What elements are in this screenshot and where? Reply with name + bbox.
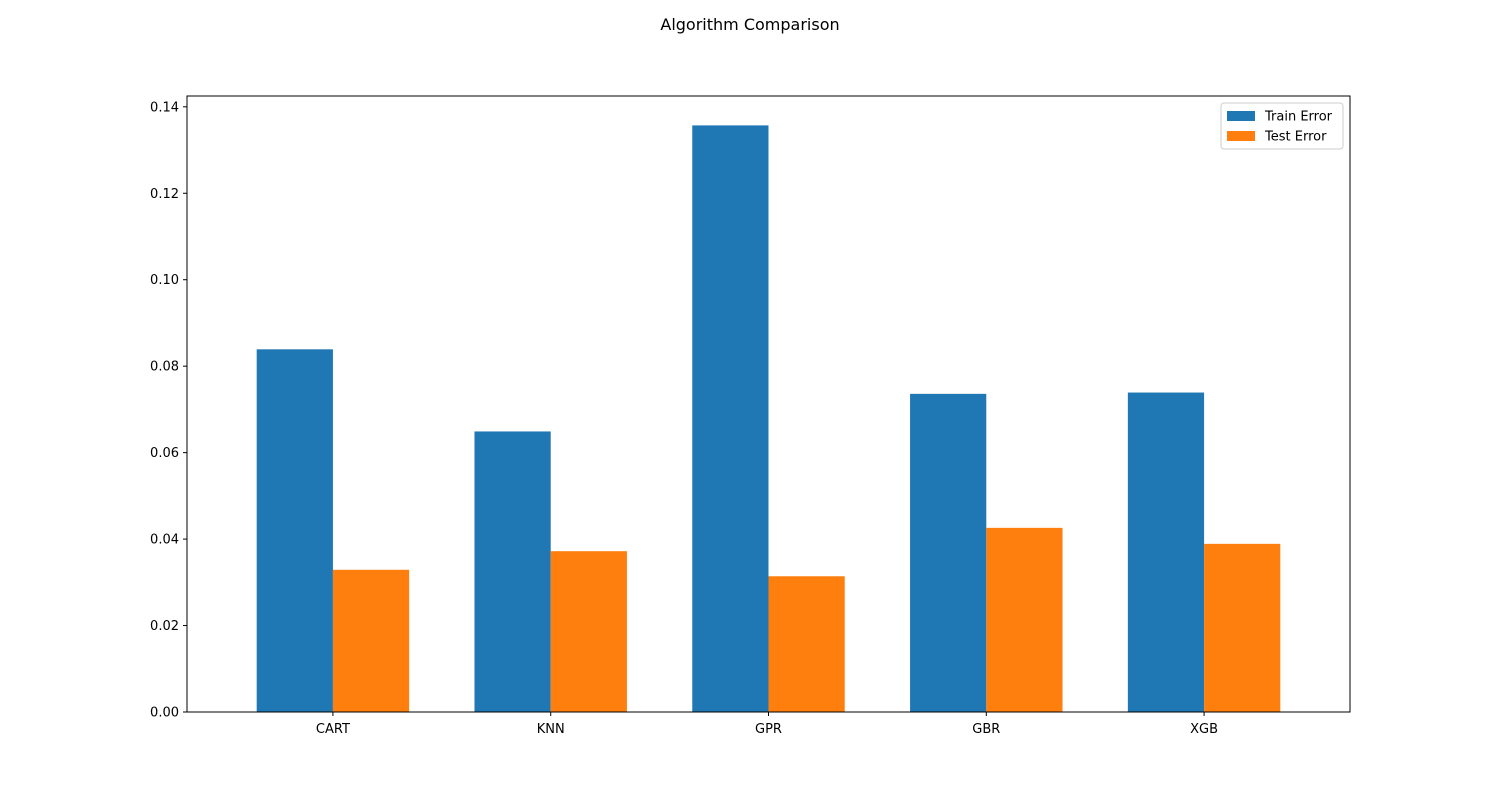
x-tick-label: GPR: [755, 722, 782, 737]
legend-swatch: [1227, 131, 1255, 141]
x-tick-label: GBR: [972, 722, 1000, 737]
x-tick-label: KNN: [537, 722, 565, 737]
bar-test-error-gpr: [768, 576, 845, 712]
y-tick-label: 0.12: [150, 187, 179, 202]
y-tick-label: 0.06: [150, 446, 179, 461]
bar-test-error-knn: [550, 551, 627, 712]
legend-swatch: [1227, 111, 1255, 121]
x-tick-label: XGB: [1190, 722, 1218, 737]
y-tick-label: 0.08: [150, 360, 179, 375]
x-tick-label: CART: [316, 722, 350, 737]
bar-test-error-xgb: [1204, 543, 1281, 712]
legend-label: Test Error: [1264, 130, 1327, 145]
y-tick-label: 0.14: [150, 100, 179, 115]
bar-test-error-cart: [332, 569, 410, 712]
bar-train-error-cart: [256, 349, 333, 712]
bar-train-error-knn: [474, 431, 551, 712]
y-tick-label: 0.02: [150, 619, 179, 634]
bar-train-error-gbr: [910, 393, 987, 712]
axes-layer: 0.00 0.02 0.04 0.06 0.08 0.10 0.12 0.14 CART KNN G…: [150, 95, 1351, 737]
y-tick-label: 0.04: [150, 533, 179, 548]
legend-label: Train Error: [1264, 110, 1333, 125]
bar-train-error-xgb: [1127, 392, 1205, 712]
bar-train-error-gpr: [692, 125, 769, 713]
legend: Train Error Test Error: [1220, 102, 1344, 150]
bars-layer: [256, 125, 1281, 713]
chart-title: Algorithm Comparison: [660, 15, 839, 34]
y-tick-label: 0.00: [150, 706, 179, 721]
y-tick-label: 0.10: [150, 273, 179, 288]
bar-test-error-gbr: [986, 527, 1063, 712]
